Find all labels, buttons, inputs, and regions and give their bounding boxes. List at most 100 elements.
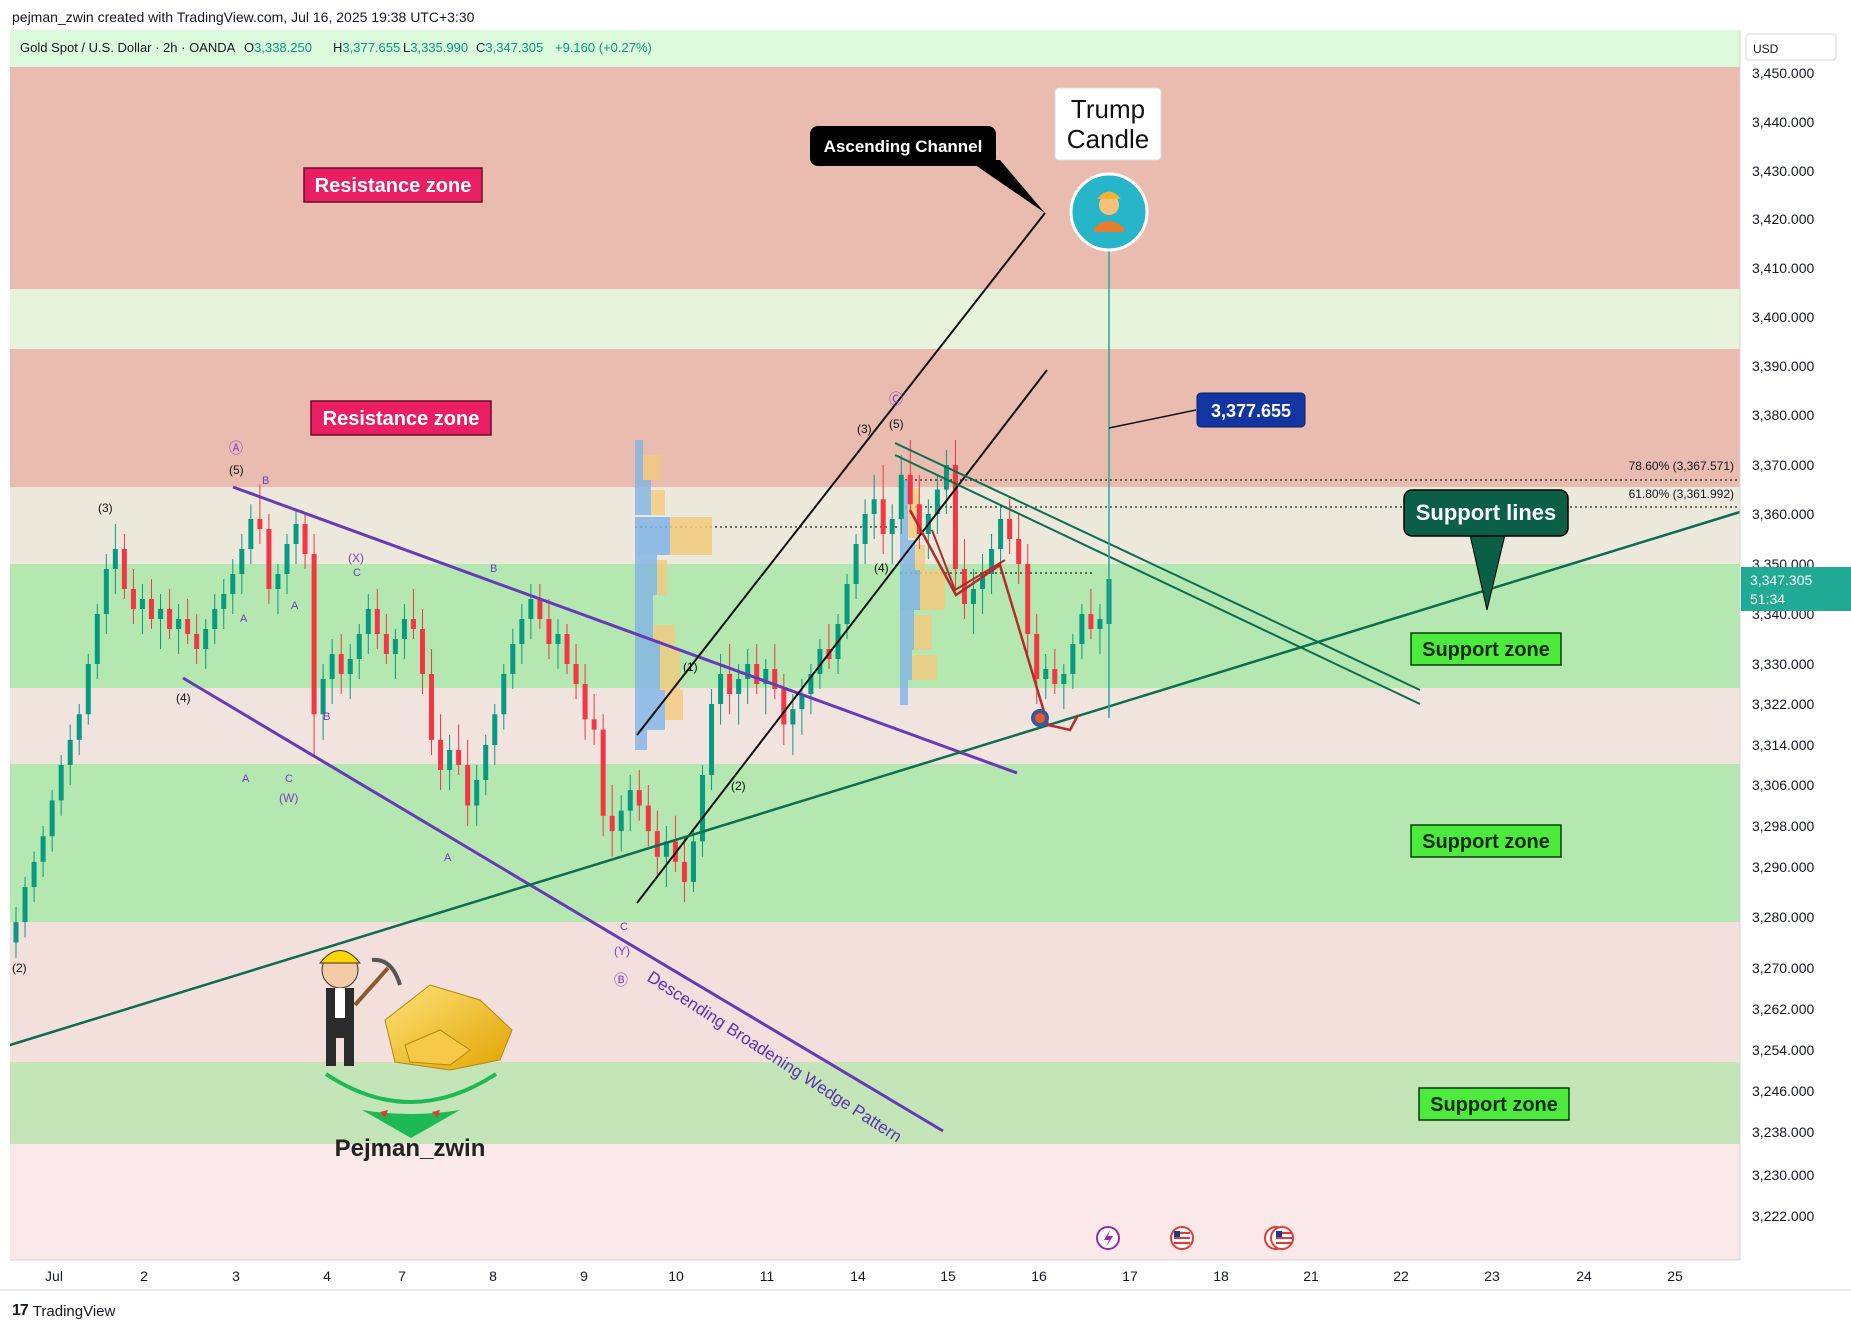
wave-label: (2) bbox=[12, 961, 27, 975]
candle bbox=[564, 624, 570, 674]
candle bbox=[329, 639, 335, 704]
candle bbox=[645, 785, 651, 847]
candle-body bbox=[483, 745, 489, 780]
support-line-lower bbox=[894, 454, 1421, 705]
candle bbox=[410, 589, 416, 639]
candle bbox=[880, 465, 886, 554]
candle bbox=[1079, 604, 1085, 659]
candle-body bbox=[636, 790, 642, 806]
candle bbox=[853, 534, 859, 599]
candle-body bbox=[1052, 669, 1058, 684]
candle-body bbox=[13, 922, 19, 943]
wave-label: (W) bbox=[279, 791, 298, 805]
candles-layer bbox=[13, 425, 1112, 958]
attribution-text: pejman_zwin created with TradingView.com… bbox=[12, 9, 475, 25]
candle bbox=[862, 499, 868, 564]
price-tick-label: 3,390.000 bbox=[1752, 358, 1814, 374]
zigzag-projection-2 bbox=[931, 529, 1006, 592]
candle-body bbox=[808, 674, 814, 694]
candle bbox=[709, 689, 715, 791]
candle bbox=[772, 644, 778, 699]
candle-body bbox=[194, 634, 200, 649]
candle bbox=[736, 664, 742, 725]
candle bbox=[582, 664, 588, 740]
candle-body bbox=[952, 465, 958, 569]
ascending-channel-upper bbox=[636, 212, 1046, 736]
candle bbox=[492, 704, 498, 765]
candle-body bbox=[1070, 644, 1076, 674]
time-axis-ticks: Jul 2 3 4 7 8 9 10 11 14 15 16 17 18 21 22 23 24 25 bbox=[45, 1268, 1683, 1284]
lightning-event-icon[interactable] bbox=[1096, 1226, 1120, 1250]
candle bbox=[763, 659, 769, 715]
us-flag-event-icon[interactable] bbox=[1264, 1226, 1294, 1250]
support-line-upper bbox=[894, 442, 1421, 691]
candle-body bbox=[618, 810, 624, 832]
us-flag-event-icon[interactable] bbox=[1170, 1226, 1194, 1250]
candle-body bbox=[519, 619, 525, 644]
candle bbox=[546, 599, 552, 659]
candle bbox=[248, 504, 254, 564]
candle-body bbox=[898, 474, 904, 519]
candle-body bbox=[167, 609, 173, 629]
candle bbox=[844, 574, 850, 639]
currency-button[interactable] bbox=[1745, 33, 1837, 61]
candle bbox=[239, 534, 245, 594]
candle-body bbox=[591, 719, 597, 730]
time-tick-label: 15 bbox=[940, 1268, 956, 1284]
candle-body bbox=[546, 619, 552, 644]
price-tick-label: 3,262.000 bbox=[1752, 1001, 1814, 1017]
price-axis-background bbox=[1740, 30, 1851, 1260]
wave-label: (Y) bbox=[614, 944, 630, 958]
candle bbox=[808, 664, 814, 715]
candle bbox=[1061, 664, 1067, 710]
candle-body bbox=[212, 609, 218, 629]
candle-body bbox=[58, 765, 64, 801]
candle-body bbox=[781, 689, 787, 725]
candle-body bbox=[998, 519, 1004, 549]
candle bbox=[302, 514, 308, 569]
candle-body bbox=[158, 609, 164, 619]
candle bbox=[474, 765, 480, 826]
candle bbox=[537, 584, 543, 629]
candle bbox=[483, 734, 489, 796]
candle-body bbox=[302, 524, 308, 554]
candle-body bbox=[1016, 539, 1022, 564]
candle bbox=[636, 770, 642, 821]
candle-body bbox=[528, 599, 534, 619]
candle-body bbox=[627, 790, 633, 811]
candle-body bbox=[284, 544, 290, 574]
wave-label: (5) bbox=[229, 463, 244, 477]
price-tick-label: 3,400.000 bbox=[1752, 309, 1814, 325]
candle bbox=[22, 877, 28, 938]
price-tick-label: 3,246.000 bbox=[1752, 1083, 1814, 1099]
close-value: C3,347.305 bbox=[476, 40, 543, 55]
wave-label: A bbox=[291, 600, 299, 612]
candle-body bbox=[582, 684, 588, 720]
candle-body bbox=[754, 664, 760, 684]
candle-body bbox=[700, 775, 706, 842]
candle bbox=[230, 559, 236, 614]
candle-body bbox=[139, 599, 145, 609]
candle-body bbox=[293, 524, 299, 544]
wave-label: C bbox=[353, 567, 361, 579]
candle bbox=[85, 654, 91, 725]
candle-body bbox=[230, 574, 236, 594]
candle-body bbox=[907, 474, 913, 505]
time-tick-label: 24 bbox=[1576, 1268, 1592, 1284]
tradingview-footer[interactable]: 17 TradingView bbox=[12, 1302, 115, 1320]
ascending-channel-lower bbox=[636, 369, 1048, 904]
candle-body bbox=[971, 589, 977, 604]
candle-body bbox=[148, 599, 154, 619]
candle-body bbox=[429, 674, 435, 740]
candle-body bbox=[880, 499, 886, 534]
candle bbox=[943, 450, 949, 514]
candle-body bbox=[1043, 669, 1049, 679]
candle bbox=[76, 704, 82, 755]
candle bbox=[347, 644, 353, 699]
svg-text:3,377.655: 3,377.655 bbox=[1211, 401, 1291, 421]
candle-body bbox=[871, 499, 877, 514]
change-value: +9.160 (+0.27%) bbox=[555, 40, 652, 55]
time-tick-label: 4 bbox=[323, 1268, 331, 1284]
price-tick-label: 3,322.000 bbox=[1752, 696, 1814, 712]
